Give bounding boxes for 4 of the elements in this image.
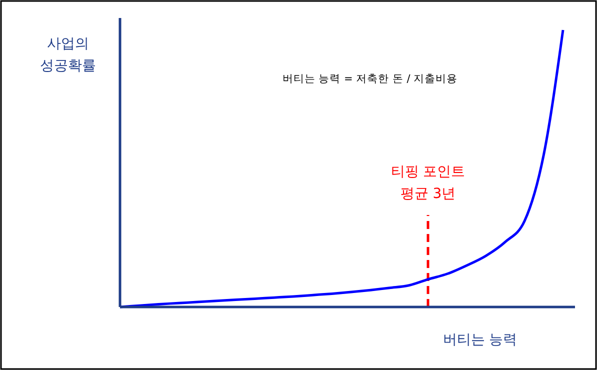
y-axis-title: 사업의 성공확률 [40,36,96,74]
annotation: 버티는 능력 = 저축한 돈 / 지출비용 [282,73,458,85]
annotation: 티핑 포인트 평균 3년 [390,164,466,202]
x-axis-title: 버티는 능력 [442,332,518,348]
